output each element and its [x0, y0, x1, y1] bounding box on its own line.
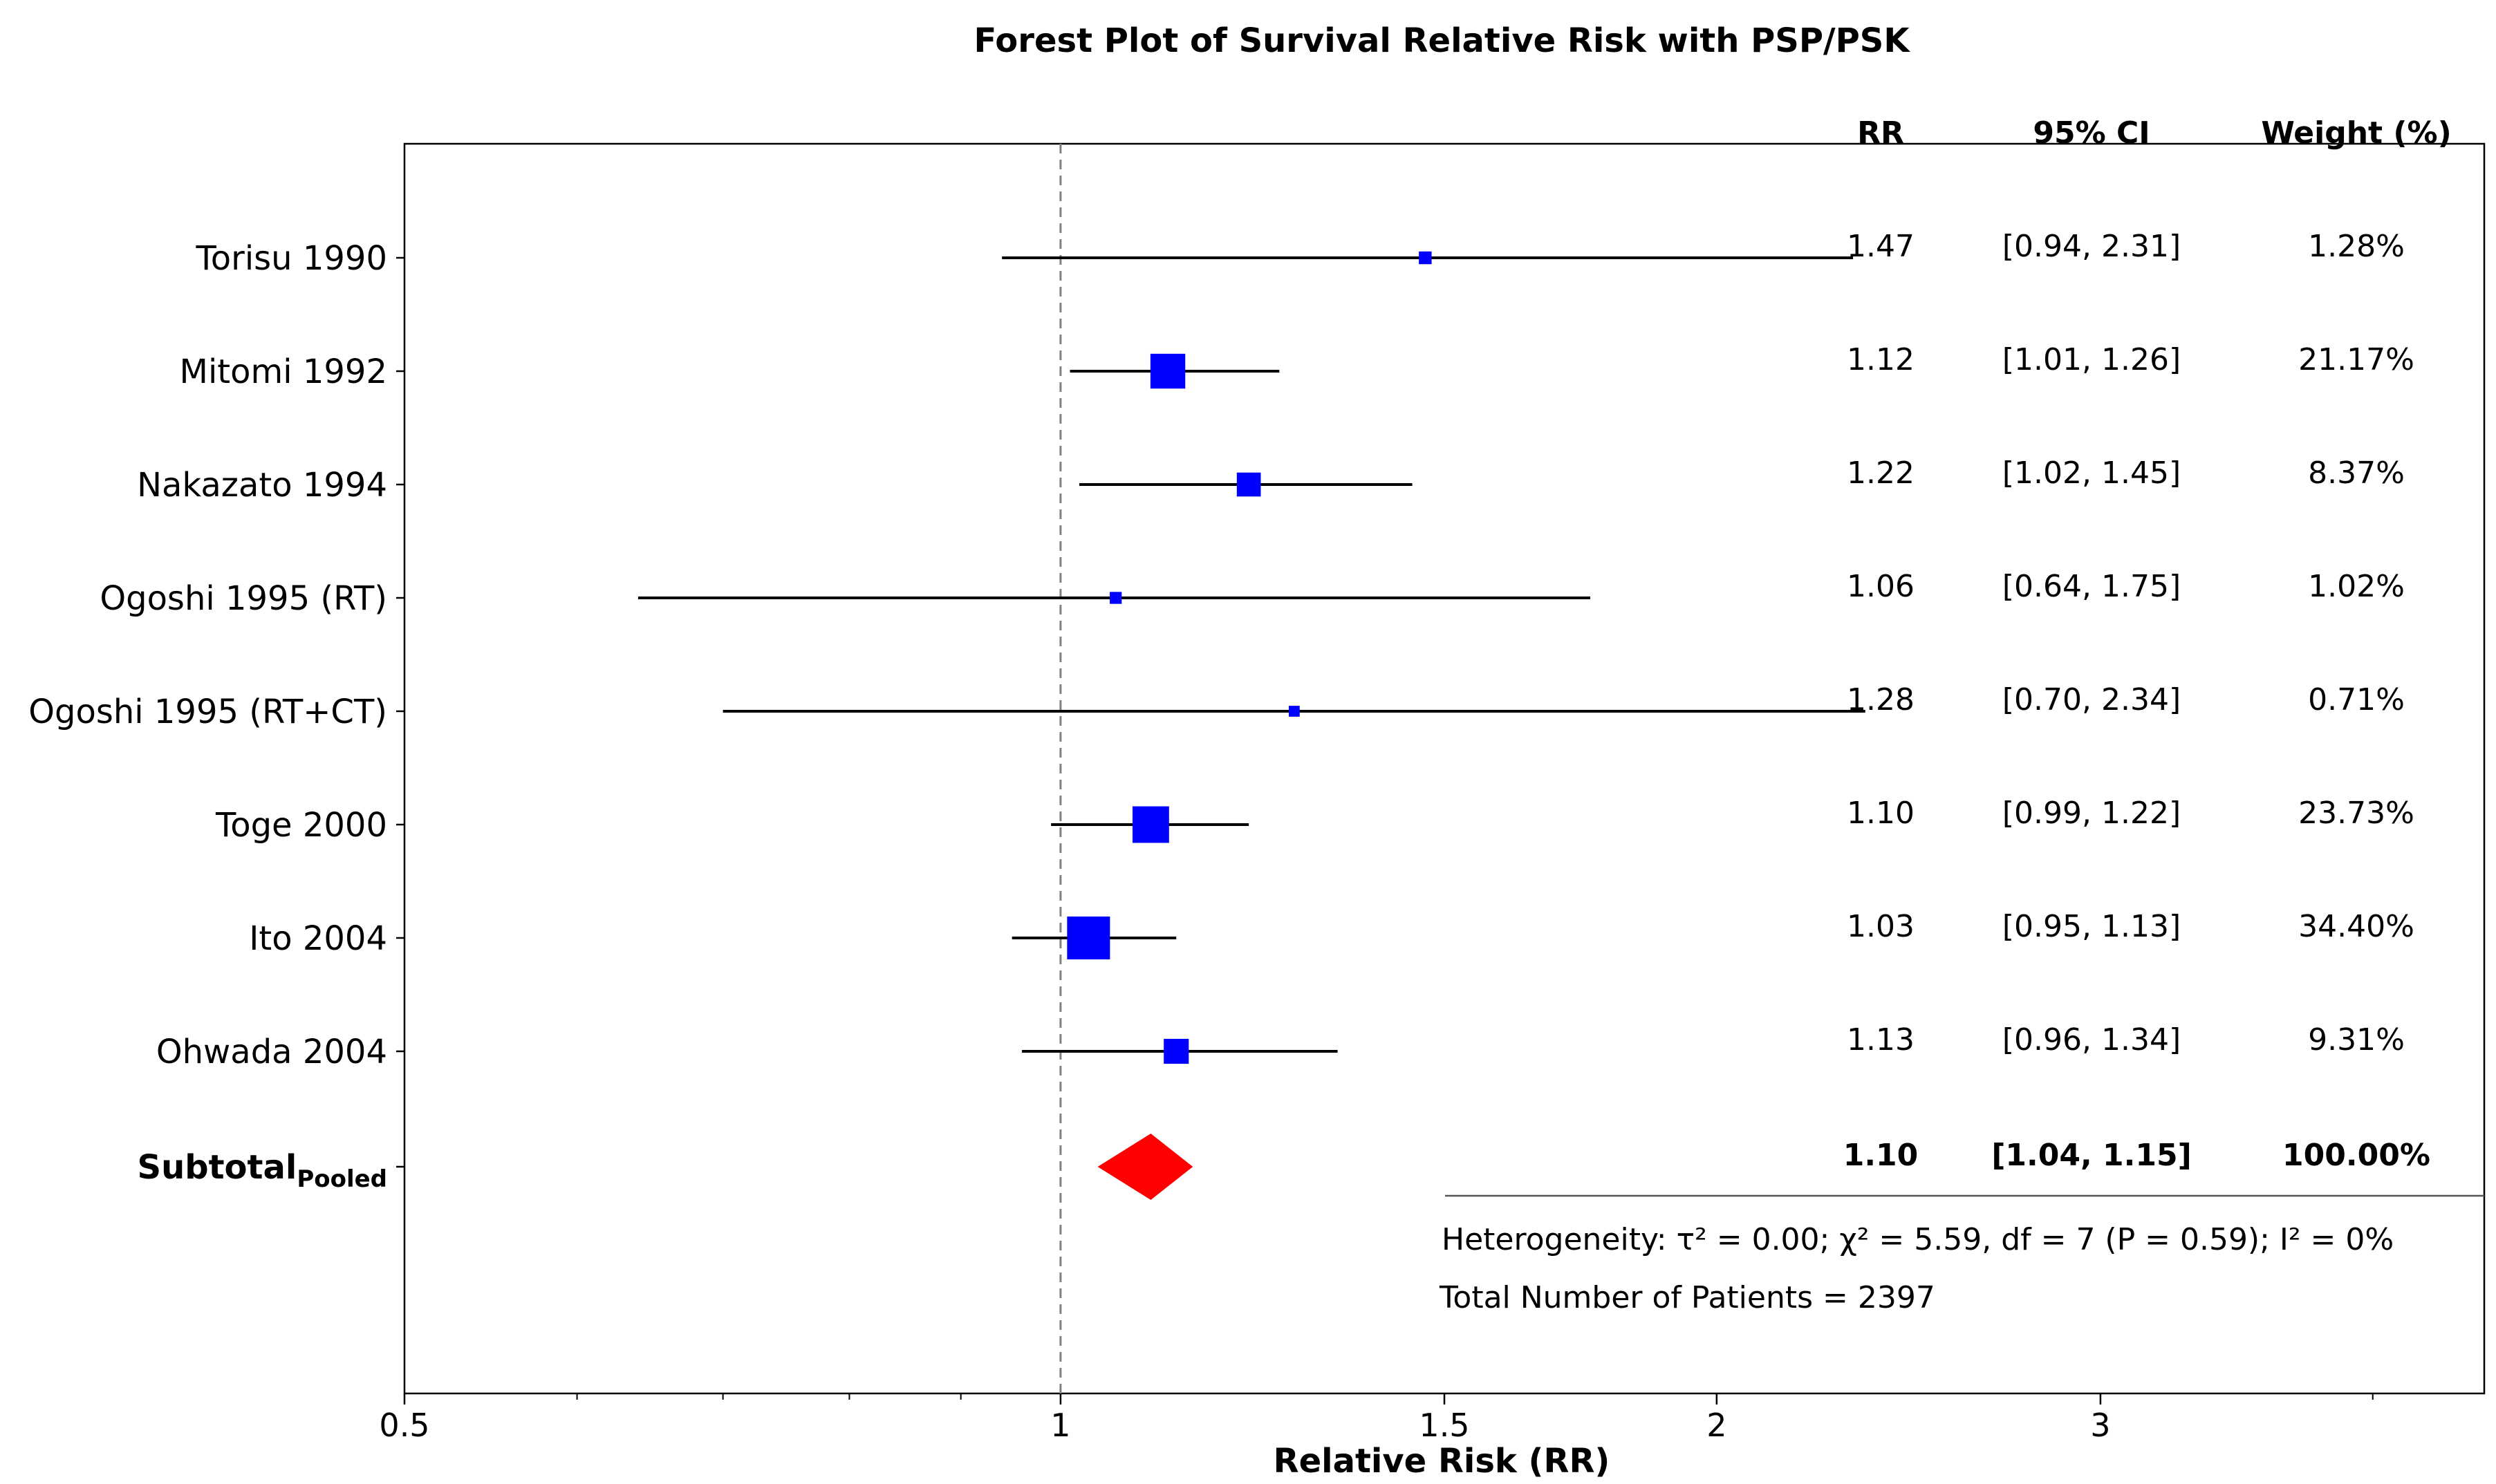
- ci-value: [0.64, 1.75]: [2002, 569, 2181, 604]
- study-marker: [1288, 706, 1300, 717]
- study-marker: [1164, 1038, 1189, 1064]
- rr-value: 1.22: [1847, 455, 1915, 491]
- rr-value: 1.06: [1847, 569, 1915, 604]
- study-marker: [1236, 472, 1261, 497]
- marks-layer: [637, 251, 1865, 1200]
- pooled-weight-value: 100.00%: [2282, 1138, 2430, 1173]
- study-marker: [1419, 251, 1432, 265]
- weight-value: 23.73%: [2298, 796, 2414, 831]
- ci-value: [1.02, 1.45]: [2002, 455, 2181, 491]
- total-patients-text: Total Number of Patients = 2397: [1439, 1280, 1935, 1315]
- x-tick-label: 3: [2090, 1407, 2110, 1444]
- rr-value: 1.13: [1847, 1022, 1915, 1058]
- study-label: Nakazato 1994: [137, 466, 387, 505]
- study-marker: [1067, 917, 1110, 959]
- plot-frame: [403, 142, 2486, 1395]
- weight-value: 8.37%: [2308, 455, 2405, 491]
- study-label: Ogoshi 1995 (RT): [100, 579, 387, 618]
- study-marker: [1110, 592, 1122, 604]
- reference-layer: [1059, 144, 2484, 1393]
- study-label: Torisu 1990: [196, 239, 387, 278]
- study-label: Ogoshi 1995 (RT+CT): [28, 693, 387, 731]
- pooled-ci-value: [1.04, 1.15]: [1991, 1138, 2191, 1173]
- study-label: Toge 2000: [215, 806, 387, 845]
- pooled-label: SubtotalPooled: [138, 1148, 388, 1193]
- weight-value: 1.02%: [2308, 569, 2405, 604]
- weight-value: 1.28%: [2308, 229, 2405, 264]
- study-label: Mitomi 1992: [180, 353, 387, 391]
- x-axis: 0.5 1 1.5 2 3: [379, 256, 2374, 1444]
- ci-value: [0.99, 1.22]: [2002, 796, 2181, 831]
- rr-value: 1.28: [1847, 682, 1915, 717]
- weight-value: 9.31%: [2308, 1022, 2405, 1058]
- chart-title: Forest Plot of Survival Relative Risk wi…: [974, 21, 1910, 60]
- column-header-ci: 95% CI: [2033, 115, 2150, 151]
- ci-value: [0.94, 2.31]: [2002, 229, 2181, 264]
- column-header-weight: Weight (%): [2261, 115, 2451, 151]
- x-tick-label: 2: [1706, 1407, 1726, 1444]
- ci-value: [0.70, 2.34]: [2002, 682, 2181, 717]
- heterogeneity-text: Heterogeneity: τ² = 0.00; χ² = 5.59, df …: [1442, 1222, 2394, 1257]
- column-header-rr: RR: [1857, 115, 1904, 151]
- x-tick-label: 1: [1050, 1407, 1070, 1444]
- study-label: Ohwada 2004: [156, 1033, 387, 1071]
- pooled-rr-value: 1.10: [1843, 1138, 1919, 1173]
- weight-value: 21.17%: [2298, 342, 2414, 377]
- ci-value: [0.95, 1.13]: [2002, 909, 2181, 944]
- ci-value: [1.01, 1.26]: [2002, 342, 2181, 377]
- x-tick-label: 1.5: [1419, 1407, 1469, 1444]
- ci-value: [0.96, 1.34]: [2002, 1022, 2181, 1058]
- x-axis-label: Relative Risk (RR): [1274, 1442, 1610, 1481]
- weight-value: 34.40%: [2298, 909, 2414, 944]
- text-layer: RR 95% CI Weight (%) Torisu 1990 1.47 [0.94, …: [28, 115, 2451, 1315]
- weight-value: 0.71%: [2308, 682, 2405, 717]
- rr-value: 1.47: [1847, 229, 1915, 264]
- study-marker: [1132, 806, 1169, 843]
- rr-value: 1.10: [1847, 796, 1915, 831]
- study-label: Ito 2004: [249, 919, 387, 958]
- rr-value: 1.03: [1847, 909, 1915, 944]
- x-tick-label: 0.5: [379, 1407, 429, 1444]
- study-marker: [1150, 353, 1186, 389]
- pooled-diamond: [1097, 1134, 1193, 1200]
- rr-value: 1.12: [1847, 342, 1915, 377]
